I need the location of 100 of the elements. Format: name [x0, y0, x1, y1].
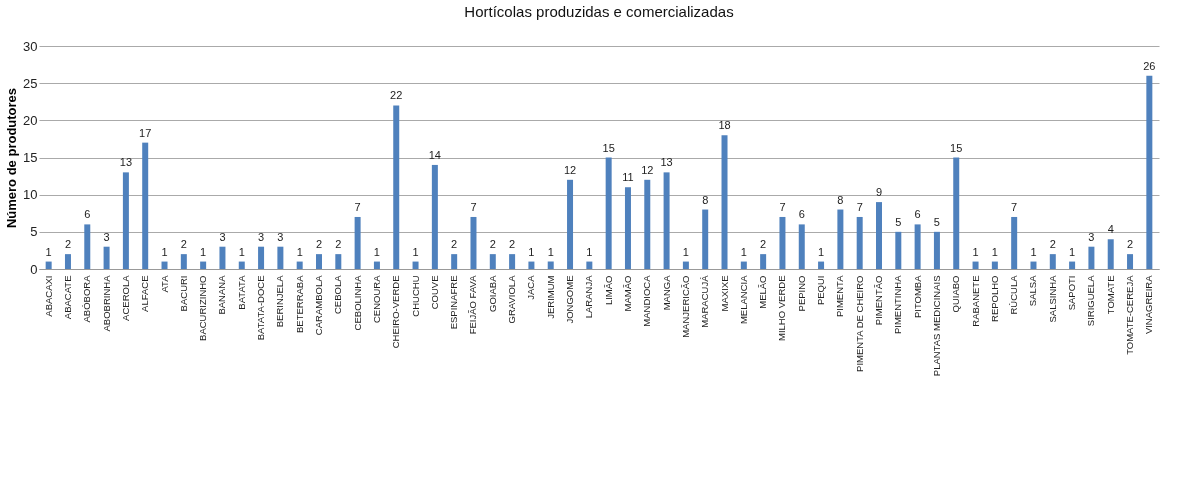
x-tick-label: VINAGREIRA	[1143, 274, 1155, 335]
x-tick-label: PIMENTA DE CHEIRO	[853, 275, 865, 372]
x-tick-label: ALFACE	[139, 275, 151, 312]
data-label: 4	[1107, 223, 1114, 236]
bar	[1127, 254, 1134, 269]
x-tick-label: REPOLHO	[988, 275, 1000, 322]
data-label: 8	[702, 193, 709, 206]
data-label: 6	[914, 208, 921, 221]
bar	[547, 261, 554, 269]
x-tick-label: ATA	[158, 274, 170, 293]
x-tick-label: MAMÃO	[621, 275, 633, 312]
data-label: 1	[547, 245, 554, 258]
bar	[1049, 254, 1056, 269]
x-tick-label: MELÃO	[757, 275, 769, 309]
data-label: 3	[277, 230, 284, 243]
data-label: 1	[740, 245, 747, 258]
x-tick-label: PEPINO	[795, 275, 807, 312]
x-tick-label: JERIMUM	[544, 275, 556, 319]
data-label: 15	[950, 141, 963, 154]
data-label: 6	[84, 208, 91, 221]
x-tick-label: TOMATE	[1104, 275, 1116, 315]
x-tick-label: MANGA	[660, 274, 672, 311]
x-tick-label: SAPOTI	[1066, 275, 1078, 311]
data-label: 7	[779, 200, 786, 213]
y-tick-label: 20	[23, 112, 38, 128]
x-tick-label: MARACUJÁ	[699, 274, 711, 328]
x-tick-label: BATATA	[235, 274, 247, 310]
x-tick-label: ABACAXI	[42, 275, 54, 317]
x-tick-label: MAXIXE	[718, 275, 730, 312]
x-tick-label: QUIABO	[950, 275, 962, 313]
bar	[933, 231, 940, 269]
x-tick-label: SALSA	[1027, 274, 1039, 307]
data-label: 1	[373, 245, 380, 258]
bar	[760, 254, 767, 269]
bar	[605, 157, 612, 269]
x-tick-label: BACURIZINHO	[197, 275, 209, 341]
data-label: 13	[660, 156, 673, 169]
bar	[818, 261, 825, 269]
bar	[682, 261, 689, 269]
data-label: 7	[354, 200, 361, 213]
data-label: 1	[200, 245, 207, 258]
data-label: 1	[296, 245, 303, 258]
x-tick-label: BERINJELA	[274, 274, 286, 328]
bar	[991, 261, 998, 269]
bar	[644, 179, 651, 269]
bar	[895, 231, 902, 269]
bar	[84, 224, 91, 269]
x-tick-label: RABANETE	[969, 275, 981, 327]
chart-title: Hortícolas produzidas e comercializadas	[464, 3, 734, 20]
x-tick-label: CHUCHU	[409, 275, 421, 317]
x-tick-label: CARAMBOLA	[313, 274, 324, 336]
bar	[663, 172, 670, 269]
bar	[586, 261, 593, 269]
data-label: 1	[991, 245, 998, 258]
y-tick-label: 5	[30, 224, 38, 240]
x-tick-label: RÚCULA	[1008, 274, 1020, 315]
bar	[103, 246, 110, 269]
data-label: 1	[528, 245, 535, 258]
bar	[258, 246, 265, 269]
y-tick-label: 25	[23, 75, 38, 91]
data-label: 9	[875, 186, 883, 199]
x-tick-label: LARANJA	[583, 274, 595, 319]
bar	[238, 261, 245, 269]
y-tick-label: 10	[23, 187, 38, 203]
x-tick-label: PIMENTINHA	[892, 274, 904, 335]
data-label: 2	[1126, 238, 1134, 251]
data-label: 1	[586, 245, 593, 258]
bar	[779, 216, 786, 269]
bar	[1107, 239, 1114, 269]
bar	[393, 105, 400, 269]
y-tick-label: 0	[30, 261, 38, 277]
bar	[200, 261, 207, 269]
bar	[142, 142, 149, 269]
bar	[451, 254, 458, 269]
data-label: 3	[103, 230, 110, 243]
bar	[856, 216, 863, 269]
data-label: 1	[1030, 245, 1037, 258]
x-tick-label: MILHO VERDE	[776, 275, 788, 341]
x-tick-label: ABOBRINHA	[100, 274, 112, 332]
x-tick-label: PEQUI	[815, 275, 827, 306]
data-label: 11	[622, 171, 634, 184]
data-label: 26	[1143, 59, 1156, 72]
bar	[721, 135, 728, 269]
bar	[972, 261, 979, 269]
bar	[798, 224, 805, 269]
x-tick-label: CEBOLINHA	[351, 274, 363, 331]
y-tick-label: 30	[23, 38, 38, 54]
x-tick-label: PLANTAS MEDICINAIS	[930, 275, 942, 377]
x-tick-label: BACURI	[177, 275, 189, 312]
bar	[277, 246, 284, 269]
bar	[740, 261, 747, 269]
bar	[354, 216, 361, 269]
data-label: 1	[412, 245, 419, 258]
bar	[296, 261, 303, 269]
bar	[1011, 216, 1018, 269]
x-tick-label: MANDIOCA	[641, 274, 653, 327]
x-tick-label: BANANA	[216, 274, 228, 315]
x-tick-label: GRAVIOLA	[506, 274, 518, 324]
data-label: 14	[428, 148, 441, 161]
data-label: 3	[219, 230, 226, 243]
